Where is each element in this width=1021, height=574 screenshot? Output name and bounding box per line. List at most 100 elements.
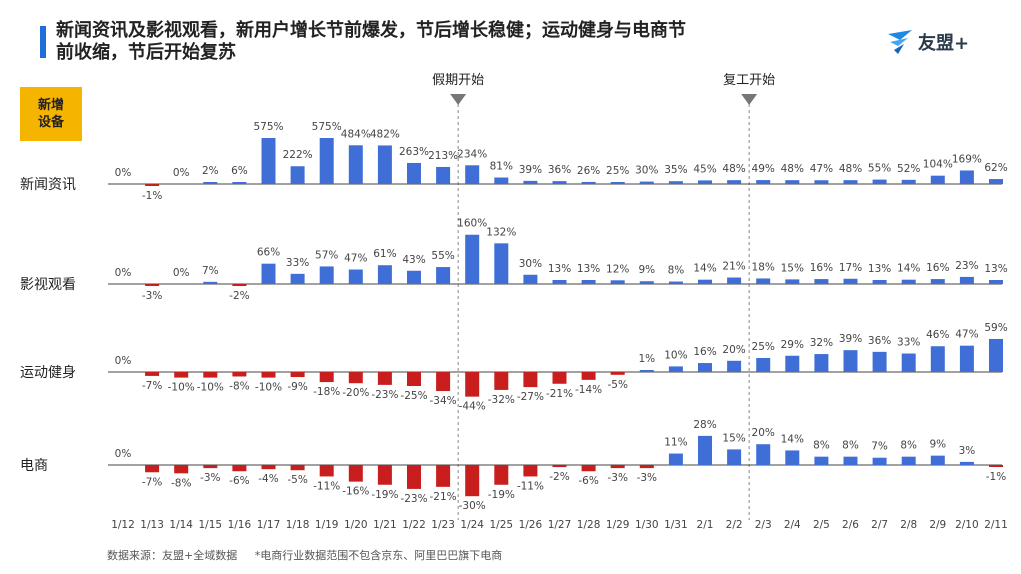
bar bbox=[377, 372, 392, 385]
data-label: 16% bbox=[693, 346, 716, 358]
data-label: -21% bbox=[430, 491, 457, 503]
data-label: -9% bbox=[287, 381, 307, 393]
bar bbox=[639, 181, 654, 184]
bar bbox=[523, 180, 538, 184]
logo-text: 友盟+ bbox=[918, 33, 970, 54]
bar bbox=[727, 360, 742, 372]
data-label: 48% bbox=[722, 163, 745, 175]
data-label: 46% bbox=[926, 329, 949, 341]
data-label: 57% bbox=[315, 249, 338, 261]
data-label: 8% bbox=[813, 440, 830, 452]
bar bbox=[436, 166, 451, 184]
bar bbox=[785, 355, 800, 372]
bar bbox=[290, 166, 305, 184]
data-label: 14% bbox=[693, 263, 716, 275]
data-label: 36% bbox=[868, 335, 891, 347]
annotation-marker-icon bbox=[741, 94, 758, 105]
bar bbox=[872, 279, 887, 284]
data-label: 30% bbox=[635, 165, 658, 177]
bar bbox=[174, 372, 189, 378]
x-tick-label: 1/18 bbox=[286, 519, 310, 531]
data-label: -5% bbox=[607, 379, 627, 391]
data-label: -34% bbox=[430, 395, 457, 407]
bar bbox=[959, 170, 974, 184]
bar bbox=[436, 372, 451, 392]
data-label: 33% bbox=[286, 257, 309, 269]
bar bbox=[232, 372, 247, 377]
data-label: -3% bbox=[200, 472, 220, 484]
x-tick-label: 1/15 bbox=[199, 519, 223, 531]
bar bbox=[843, 350, 858, 372]
data-label: -20% bbox=[342, 387, 369, 399]
series-label: 新闻资讯 bbox=[20, 177, 76, 193]
data-label: 0% bbox=[115, 355, 132, 367]
bar bbox=[698, 180, 712, 184]
data-label: 3% bbox=[959, 445, 976, 457]
data-label: 9% bbox=[638, 264, 655, 276]
data-label: 8% bbox=[842, 440, 859, 452]
bar bbox=[814, 354, 829, 372]
bar bbox=[465, 234, 480, 284]
bar bbox=[523, 465, 538, 477]
data-label: -8% bbox=[171, 477, 191, 489]
x-tick-label: 1/27 bbox=[548, 519, 572, 531]
bar bbox=[407, 162, 421, 184]
data-label: -19% bbox=[488, 489, 515, 501]
data-label: 20% bbox=[722, 344, 745, 356]
data-label: -25% bbox=[400, 390, 427, 402]
x-tick-label: 1/29 bbox=[606, 519, 630, 531]
data-label: -1% bbox=[986, 471, 1006, 483]
bar bbox=[668, 281, 683, 284]
bar bbox=[610, 280, 625, 284]
data-label: 12% bbox=[606, 263, 629, 275]
bar bbox=[552, 465, 567, 468]
bar bbox=[319, 372, 334, 383]
bar bbox=[989, 179, 1003, 184]
data-label: -23% bbox=[400, 493, 427, 505]
bar bbox=[843, 456, 858, 465]
bar bbox=[756, 444, 771, 465]
data-label: -11% bbox=[517, 480, 544, 492]
bar bbox=[785, 450, 800, 465]
data-label: 13% bbox=[548, 263, 571, 275]
bar bbox=[698, 363, 712, 372]
bar bbox=[581, 181, 596, 184]
data-label: -7% bbox=[142, 380, 162, 392]
series-label: 运动健身 bbox=[20, 365, 76, 381]
data-label: 160% bbox=[457, 218, 487, 230]
data-label: 14% bbox=[781, 433, 804, 445]
data-label: 43% bbox=[402, 254, 425, 266]
annotation-label: 复工开始 bbox=[723, 73, 775, 88]
bar bbox=[377, 465, 392, 485]
data-label: 36% bbox=[548, 164, 571, 176]
bar bbox=[203, 281, 218, 284]
data-label: 8% bbox=[668, 265, 685, 277]
bar bbox=[319, 465, 334, 477]
data-label: 0% bbox=[115, 267, 132, 279]
data-label: 45% bbox=[693, 163, 716, 175]
data-label: 263% bbox=[399, 146, 429, 158]
data-label: 47% bbox=[955, 329, 978, 341]
umeng-logo: 友盟+ bbox=[886, 28, 969, 56]
bar bbox=[959, 345, 974, 372]
data-label: 48% bbox=[781, 163, 804, 175]
annotation-marker-icon bbox=[450, 94, 467, 105]
x-tick-label: 1/19 bbox=[315, 519, 339, 531]
bar bbox=[843, 278, 858, 284]
x-tick-label: 1/31 bbox=[664, 519, 688, 531]
bar bbox=[523, 372, 538, 388]
x-tick-label: 2/1 bbox=[697, 519, 714, 531]
data-label: -10% bbox=[168, 382, 195, 394]
data-label: 21% bbox=[722, 261, 745, 273]
bar bbox=[232, 182, 247, 184]
bar bbox=[989, 279, 1003, 284]
x-tick-label: 2/9 bbox=[929, 519, 946, 531]
x-tick-label: 1/21 bbox=[373, 519, 397, 531]
data-label: 575% bbox=[312, 121, 342, 133]
data-label: -16% bbox=[342, 486, 369, 498]
bar bbox=[494, 465, 509, 485]
bar bbox=[203, 182, 218, 184]
data-label: -18% bbox=[313, 386, 340, 398]
bar bbox=[290, 465, 305, 471]
bar bbox=[436, 267, 451, 284]
